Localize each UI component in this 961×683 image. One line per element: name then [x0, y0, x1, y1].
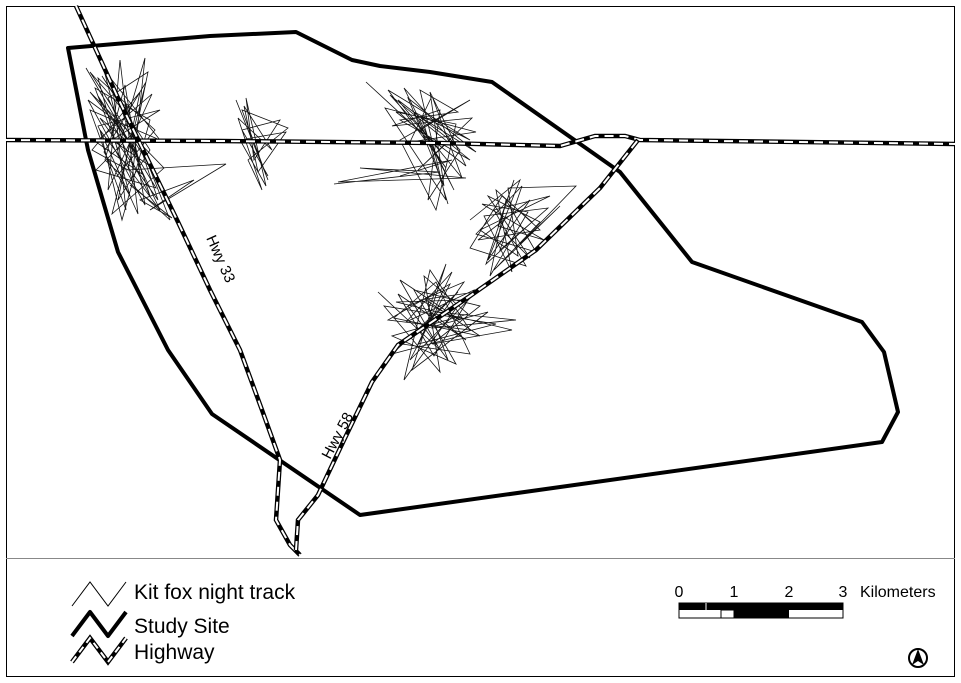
- legend: Kit fox night track Study Site Highway: [70, 581, 296, 666]
- legend-track-label: Kit fox night track: [134, 581, 296, 604]
- highway-hwy33: [73, 5, 302, 557]
- highways: [5, 5, 956, 557]
- scale-tick-2: 2: [785, 584, 794, 601]
- scale-bar: 0 1 2 3 Kilometers: [675, 584, 936, 619]
- scale-bar-lower-subdivision: [720, 609, 735, 619]
- legend-item-highway: Highway: [70, 634, 215, 666]
- track-cluster-ne-tail: [333, 159, 467, 185]
- track-cluster-nw-tail: [127, 163, 227, 219]
- scale-bar-upper: [679, 603, 843, 610]
- track-cluster-east: [469, 178, 577, 277]
- track-cluster-nw: [85, 57, 171, 222]
- study-site-symbol-icon: [70, 610, 128, 638]
- track-cluster-north: [235, 97, 289, 191]
- legend-item-study-site: Study Site: [70, 610, 230, 638]
- scale-tick-1: 1: [730, 584, 739, 601]
- north-arrow-icon: [908, 648, 928, 668]
- track-symbol-icon: [71, 581, 127, 607]
- map-frame: [6, 6, 955, 677]
- track-cluster-ne: [365, 81, 477, 212]
- scale-tick-0: 0: [675, 584, 684, 601]
- study-site-boundary: [66, 30, 900, 517]
- legend-site-label: Study Site: [134, 615, 230, 638]
- highway-hwy58: [293, 138, 640, 551]
- track-cluster-central: [377, 263, 517, 381]
- label-hwy33: Hwy 33: [202, 233, 238, 286]
- legend-highway-label: Highway: [134, 641, 215, 664]
- scale-unit: Kilometers: [860, 584, 936, 601]
- highway-east-west: [5, 133, 956, 149]
- scale-bar-lower-segment: [734, 610, 789, 618]
- scale-tick-3: 3: [839, 584, 848, 601]
- legend-item-track: Kit fox night track: [71, 581, 296, 607]
